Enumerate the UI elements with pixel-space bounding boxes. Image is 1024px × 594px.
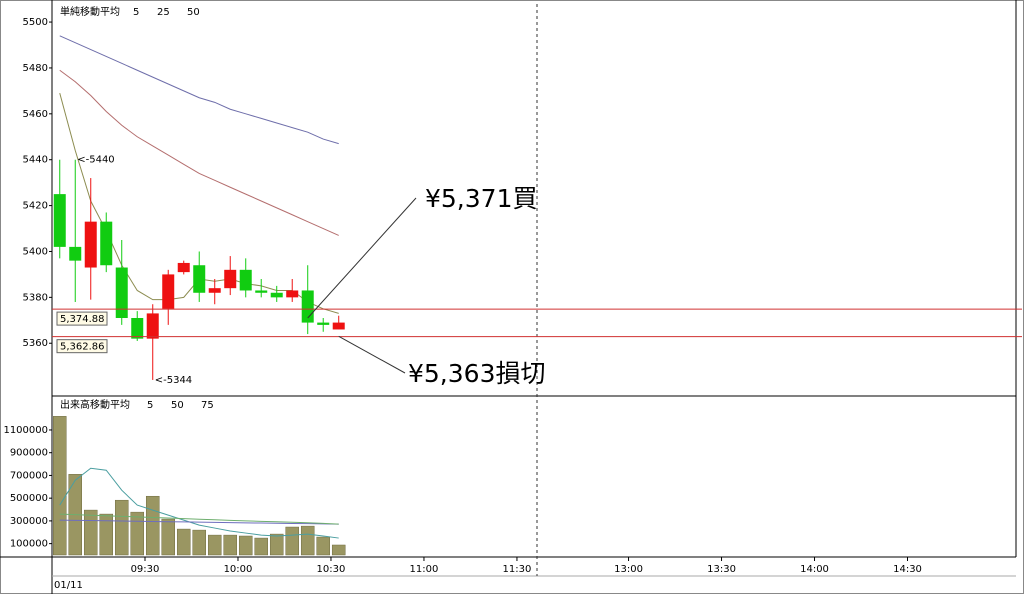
price-level-label: 5,374.88 xyxy=(60,314,105,325)
y-tick-label: 5460 xyxy=(23,109,48,120)
y-tick-label: 1100000 xyxy=(3,425,48,436)
y-tick-label: 5420 xyxy=(23,201,48,212)
moving-average-line xyxy=(59,35,339,145)
volume-bar xyxy=(254,537,268,556)
x-tick-label: 14:30 xyxy=(893,564,922,575)
x-tick-label: 14:00 xyxy=(800,564,829,575)
candle-body xyxy=(131,318,144,339)
candle-body xyxy=(69,246,82,261)
legend-entry: 75 xyxy=(201,400,214,411)
extreme-label: <-5440 xyxy=(77,155,114,166)
y-tick-label: 5380 xyxy=(23,292,48,303)
volume-bar xyxy=(99,513,113,556)
volume-bar xyxy=(52,416,67,556)
y-tick-label: 300000 xyxy=(10,516,48,527)
date-label: 01/11 xyxy=(54,580,83,591)
x-tick-label: 13:00 xyxy=(614,564,643,575)
legend-entry: 50 xyxy=(171,400,184,411)
callout-line xyxy=(307,197,417,319)
price-level-box xyxy=(56,339,108,354)
candle-body xyxy=(177,262,190,273)
candle-body xyxy=(146,313,159,339)
moving-average-line xyxy=(59,467,339,539)
candle-body xyxy=(317,322,330,325)
candle-body xyxy=(239,269,252,291)
volume-bar xyxy=(176,528,191,556)
y-tick-label: 5440 xyxy=(23,155,48,166)
x-tick-label: 09:30 xyxy=(131,564,160,575)
x-tick-label: 13:30 xyxy=(707,564,736,575)
callout-line xyxy=(338,335,406,374)
y-tick-label: 5480 xyxy=(23,63,48,74)
y-tick-label: 5500 xyxy=(23,17,48,28)
volume-bar xyxy=(269,533,284,556)
candle-body xyxy=(208,288,221,293)
volume-bar xyxy=(238,535,253,556)
candle-body xyxy=(193,265,206,293)
x-tick-label: 10:30 xyxy=(317,564,346,575)
x-tick-label: 10:00 xyxy=(224,564,253,575)
volume-bar xyxy=(145,495,160,556)
callout-text: ¥5,363損切 xyxy=(408,359,545,388)
volume-bar xyxy=(83,509,98,556)
volume-bar xyxy=(285,526,299,556)
y-tick-label: 500000 xyxy=(10,493,48,504)
price-legend-title: 単純移動平均 xyxy=(60,5,120,18)
price-level-box xyxy=(56,311,108,326)
y-tick-label: 900000 xyxy=(10,448,48,459)
volume-bar xyxy=(300,525,315,556)
y-tick-label: 100000 xyxy=(10,539,48,550)
y-tick-label: 700000 xyxy=(10,470,48,481)
volume-bar xyxy=(114,499,129,556)
moving-average-line xyxy=(59,519,339,525)
moving-average-line xyxy=(59,69,339,236)
candle-body xyxy=(286,290,299,298)
candle-body xyxy=(270,292,283,298)
y-tick-label: 5360 xyxy=(23,338,48,349)
legend-entry: 5 xyxy=(147,400,153,411)
legend-entry: 50 xyxy=(187,7,200,18)
extreme-label: <-5344 xyxy=(155,375,192,386)
volume-bar xyxy=(207,534,222,556)
volume-bar xyxy=(192,529,206,556)
candle-body xyxy=(224,269,237,289)
x-tick-label: 11:30 xyxy=(503,564,532,575)
candle-body xyxy=(115,267,128,318)
volume-legend-title: 出来高移動平均 xyxy=(60,398,130,411)
x-tick-label: 11:00 xyxy=(410,564,439,575)
legend-entry: 25 xyxy=(157,7,170,18)
candle-body xyxy=(84,221,97,268)
candle-body xyxy=(53,194,66,247)
candle-body xyxy=(332,322,345,330)
legend-entry: 5 xyxy=(133,7,139,18)
volume-bar xyxy=(223,534,237,556)
volume-bar xyxy=(331,544,346,556)
moving-average-line xyxy=(59,513,339,525)
candle-body xyxy=(162,274,175,309)
candle-body xyxy=(100,221,113,266)
callout-text: ¥5,371買 xyxy=(425,184,537,213)
candle-body xyxy=(255,290,268,293)
volume-bar xyxy=(316,536,330,556)
price-level-label: 5,362.86 xyxy=(60,342,105,353)
y-tick-label: 5400 xyxy=(23,246,48,257)
volume-bar xyxy=(130,511,144,556)
volume-bar xyxy=(161,518,175,556)
